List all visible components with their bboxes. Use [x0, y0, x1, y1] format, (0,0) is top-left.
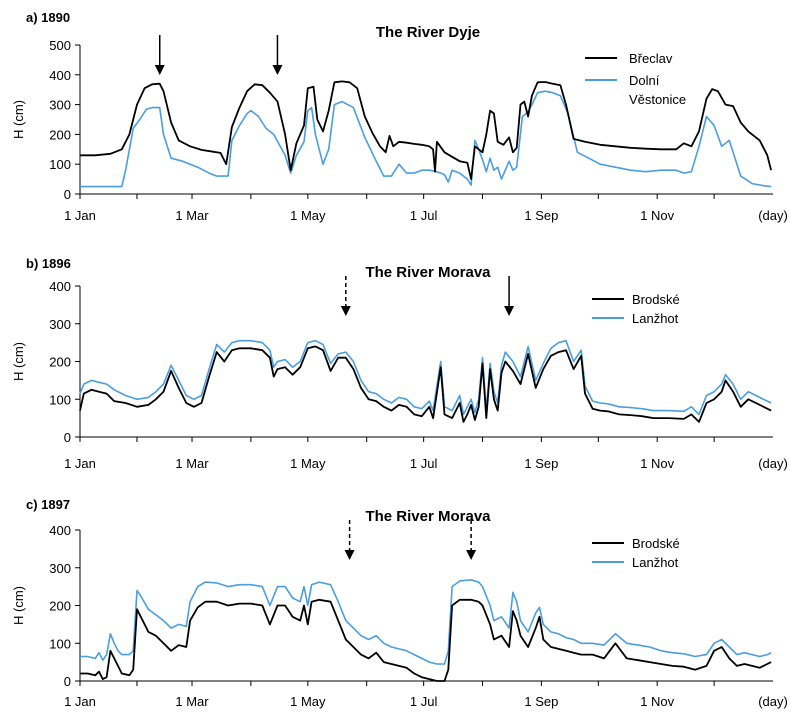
- legend-label: Lanžhot: [632, 555, 679, 570]
- arrow-head: [504, 306, 515, 316]
- y-tick-label: 200: [49, 127, 71, 142]
- legend-label: Dolní: [629, 73, 660, 88]
- y-axis-label: H (cm): [11, 100, 26, 139]
- y-tick-label: 200: [49, 355, 71, 370]
- arrow-head: [340, 306, 351, 316]
- arrow-head: [344, 550, 355, 560]
- series-line-blue: [80, 579, 772, 665]
- x-tick-label: 1 Nov: [640, 208, 674, 223]
- legend-label: Brodské: [632, 292, 680, 307]
- y-tick-label: 300: [49, 317, 71, 332]
- legend-label: Lanžhot: [632, 311, 679, 326]
- y-tick-label: 100: [49, 392, 71, 407]
- y-tick-label: 400: [49, 523, 71, 538]
- x-tick-label: 1 Jul: [410, 456, 438, 471]
- series-line-blue: [79, 339, 772, 416]
- x-tick-label: 1 Jul: [410, 694, 438, 709]
- series-line-black: [80, 598, 772, 682]
- x-tick-label: 1 Sep: [524, 456, 558, 471]
- legend-label: Brodské: [632, 536, 680, 551]
- y-tick-label: 300: [49, 98, 71, 113]
- x-tick-label: (day): [758, 208, 788, 223]
- chart-title: The River Morava: [365, 508, 491, 525]
- x-tick-label: 1 Sep: [524, 694, 558, 709]
- panel-label: a) 1890: [26, 10, 70, 25]
- y-tick-label: 100: [49, 636, 71, 651]
- arrow-head: [154, 65, 165, 75]
- y-axis-label: H (cm): [11, 586, 26, 625]
- x-tick-label: 1 May: [290, 456, 326, 471]
- x-tick-label: 1 Mar: [175, 456, 209, 471]
- legend-label: Věstonice: [629, 92, 686, 107]
- legend: Brodské Lanžhot: [592, 292, 680, 326]
- y-tick-label: 0: [64, 674, 71, 689]
- y-axis-label: H (cm): [11, 342, 26, 381]
- legend: Brodské Lanžhot: [592, 536, 680, 570]
- y-tick-label: 500: [49, 38, 71, 53]
- chart-panel-2: b) 1896 The River Morava H (cm) 0 100 200 300 4…: [11, 256, 788, 471]
- chart-panel-1: a) 1890 The River Dyje H (cm) 0 100 200 300 400…: [11, 10, 788, 223]
- y-tick-label: 100: [49, 157, 71, 172]
- y-tick-label: 300: [49, 561, 71, 576]
- legend-label: Břeclav: [629, 51, 673, 66]
- x-tick-label: 1 Mar: [175, 208, 209, 223]
- legend: Břeclav Dolní Věstonice: [585, 51, 686, 107]
- chart-title: The River Morava: [365, 264, 491, 281]
- x-tick-label: 1 May: [290, 208, 326, 223]
- x-tick-label: 1 Jul: [410, 208, 438, 223]
- x-tick-label: 1 Jan: [64, 208, 96, 223]
- series-line-black: [79, 345, 772, 423]
- arrow-head: [466, 550, 477, 560]
- x-tick-label: (day): [758, 456, 788, 471]
- arrow-head: [272, 65, 283, 75]
- panel-label: c) 1897: [26, 497, 70, 512]
- series-line-black: [80, 80, 772, 180]
- x-tick-label: (day): [758, 694, 788, 709]
- panel-label: b) 1896: [26, 256, 71, 271]
- y-tick-label: 400: [49, 279, 71, 294]
- x-tick-label: 1 Mar: [175, 694, 209, 709]
- x-tick-label: 1 Jan: [64, 456, 96, 471]
- x-tick-label: 1 Jan: [64, 694, 96, 709]
- chart-panel-3: c) 1897 The River Morava H (cm) 0 100 200 300 4…: [11, 497, 788, 709]
- x-tick-label: 1 May: [290, 694, 326, 709]
- series-line-blue: [80, 90, 772, 188]
- y-tick-label: 0: [64, 430, 71, 445]
- chart-title: The River Dyje: [376, 24, 480, 41]
- x-tick-label: 1 Sep: [524, 208, 558, 223]
- y-tick-label: 0: [64, 187, 71, 202]
- y-tick-label: 200: [49, 599, 71, 614]
- x-tick-label: 1 Nov: [640, 694, 674, 709]
- y-tick-label: 400: [49, 68, 71, 83]
- x-tick-label: 1 Nov: [640, 456, 674, 471]
